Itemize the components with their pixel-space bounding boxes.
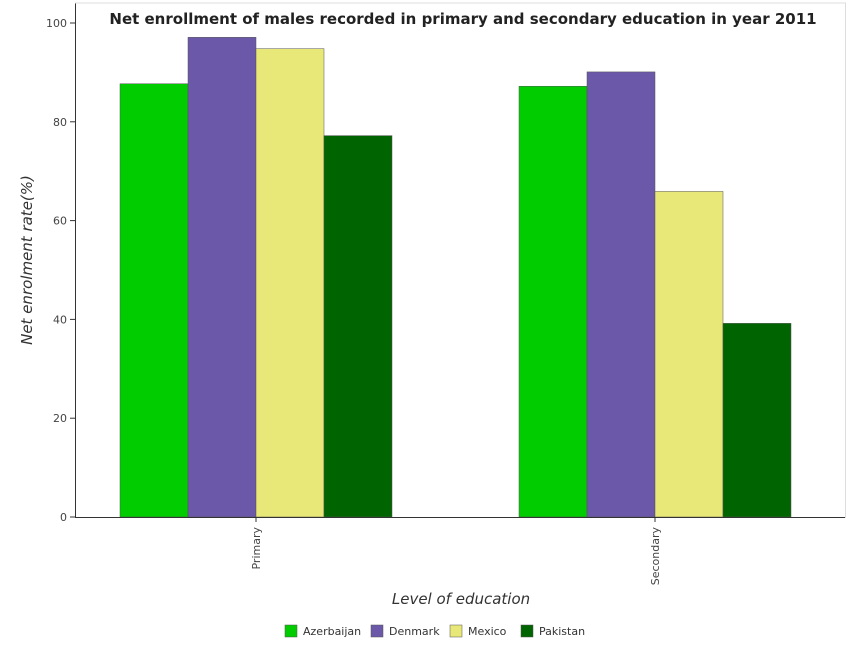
bar-azerbaijan-primary xyxy=(119,83,189,518)
bar-mexico-primary xyxy=(255,48,325,518)
bar-denmark-primary xyxy=(187,37,257,518)
y-tick-label: 20 xyxy=(53,412,67,425)
legend-label-pakistan: Pakistan xyxy=(539,625,585,638)
plot-area xyxy=(119,37,792,518)
bar-denmark-secondary xyxy=(586,71,656,518)
y-tick-label: 80 xyxy=(53,116,67,129)
bar-pakistan-primary xyxy=(323,135,393,518)
legend-swatch-pakistan xyxy=(520,624,534,638)
y-tick-label: 40 xyxy=(53,313,67,326)
bar-mexico-secondary xyxy=(654,191,724,518)
legend-label-azerbaijan: Azerbaijan xyxy=(303,625,361,638)
x-tick-label-secondary: Secondary xyxy=(649,527,662,586)
x-ticks: Primary Secondary xyxy=(250,517,662,585)
y-tick-label: 0 xyxy=(60,511,67,524)
legend-label-denmark: Denmark xyxy=(389,625,440,638)
bar-azerbaijan-secondary xyxy=(518,85,588,518)
y-tick-label: 100 xyxy=(46,17,67,30)
legend-label-mexico: Mexico xyxy=(468,625,507,638)
x-tick-label-primary: Primary xyxy=(250,527,263,570)
legend: Azerbaijan Denmark Mexico Pakistan xyxy=(284,624,585,638)
chart-title: Net enrollment of males recorded in prim… xyxy=(109,10,816,28)
bar-pakistan-secondary xyxy=(722,323,792,518)
legend-swatch-mexico xyxy=(449,624,463,638)
legend-swatch-denmark xyxy=(370,624,384,638)
x-axis-label: Level of education xyxy=(392,590,530,608)
y-axis-label: Net enrolment rate(%) xyxy=(18,175,36,345)
y-tick-label: 60 xyxy=(53,215,67,228)
legend-swatch-azerbaijan xyxy=(284,624,298,638)
y-ticks: 0 20 40 60 80 100 xyxy=(46,17,75,524)
